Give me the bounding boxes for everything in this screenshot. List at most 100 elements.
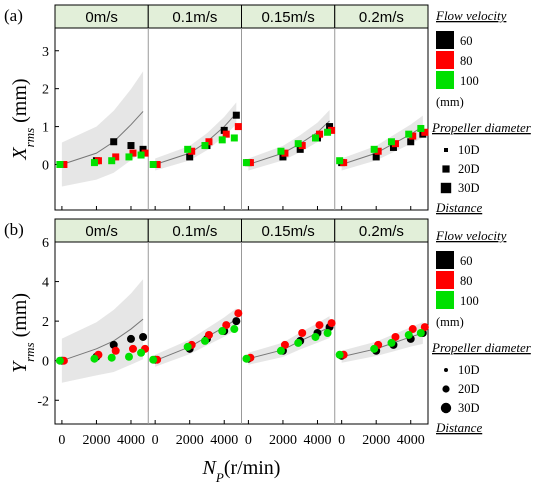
data-point: [232, 111, 240, 119]
data-point: [205, 138, 213, 146]
legend-label: 80: [460, 54, 473, 68]
x-tick-label: 4000: [303, 433, 331, 448]
data-point: [298, 142, 306, 150]
x-tick-label: 2000: [362, 433, 390, 448]
legend-unit: (mm): [436, 95, 464, 109]
data-point: [110, 138, 118, 146]
legend-size-marker: [444, 368, 448, 372]
y-tick-label: 6: [42, 236, 49, 251]
data-point: [230, 134, 238, 142]
y-tick-label: 3: [42, 45, 49, 60]
x-axis-label: NP(r/min): [202, 457, 281, 484]
data-point: [107, 353, 116, 362]
facet-label: 0.2m/s: [359, 223, 404, 240]
data-point: [277, 147, 285, 155]
data-point: [326, 123, 334, 131]
legend-swatch: [436, 251, 454, 269]
data-point: [328, 126, 336, 134]
confidence-band: [155, 102, 237, 171]
data-point: [204, 330, 213, 339]
legend-label: 80: [460, 274, 473, 288]
data-point: [184, 145, 192, 153]
data-point: [94, 157, 102, 165]
data-point: [298, 329, 307, 337]
legend-swatch: [436, 291, 454, 309]
data-point: [218, 136, 226, 144]
data-point: [294, 338, 303, 347]
confidence-band: [248, 316, 330, 365]
data-point: [112, 153, 120, 161]
x-tick-label: 4000: [117, 433, 145, 448]
legend-size-label: 30D: [458, 181, 480, 195]
x-tick-label: 2000: [176, 433, 204, 448]
data-point: [56, 161, 64, 168]
y-axis-label: Yrms (mm): [9, 293, 37, 373]
confidence-band: [248, 109, 330, 171]
facet-label: 0.15m/s: [261, 223, 314, 240]
data-point: [374, 147, 382, 155]
data-point: [407, 138, 415, 146]
x-tick-label: 4000: [397, 433, 425, 448]
data-point: [127, 142, 135, 150]
facet-label: 0m/s: [85, 223, 118, 240]
panel-a: 0m/s 0.1m/s 0.15m/s 0.2m/s 0 1 2 3 (a) Xrms (mm) F…: [4, 4, 532, 215]
data-point: [242, 159, 250, 167]
legend: Flow velocity 60 80 100 (mm) Propeller diamet…: [431, 8, 532, 215]
legend-size-label: 30D: [458, 401, 480, 415]
y-tick-label: 4: [42, 276, 49, 291]
legend-size-marker: [440, 182, 452, 194]
confidence-band: [61, 71, 144, 187]
x-tick-label: 0: [58, 433, 65, 448]
data-point: [232, 317, 241, 326]
data-point: [139, 145, 147, 153]
data-point: [141, 149, 149, 157]
facet-label: 0.2m/s: [359, 9, 404, 26]
data-point: [311, 332, 320, 341]
facet-label: 0.15m/s: [261, 9, 314, 26]
data-point: [336, 157, 344, 165]
data-point: [311, 134, 319, 142]
data-point: [242, 354, 251, 363]
data-point: [55, 356, 64, 365]
data-point: [387, 338, 396, 347]
data-point: [370, 145, 378, 153]
data-point: [222, 321, 231, 330]
confidence-band: [61, 279, 144, 383]
data-point: [416, 329, 425, 337]
legend-label: 60: [460, 34, 473, 48]
data-point: [315, 130, 323, 138]
data-point: [389, 143, 397, 151]
data-point: [404, 330, 413, 339]
data-point: [421, 128, 429, 136]
y-tick-label: 0: [42, 159, 49, 174]
legend-swatch: [436, 31, 454, 49]
data-point: [200, 336, 209, 345]
legend-flow-title: Flow velocity: [435, 228, 507, 243]
data-point: [234, 123, 242, 131]
y-tick-label: 0: [42, 355, 49, 370]
legend-flow-title: Flow velocity: [435, 8, 507, 23]
legend-size-label: 10D: [458, 143, 480, 157]
data-point: [370, 344, 379, 353]
data-point: [137, 348, 146, 357]
data-point: [323, 329, 332, 337]
legend-size-marker: [442, 385, 450, 393]
data-point: [391, 332, 400, 341]
data-point: [230, 325, 239, 334]
legend-size-label: 20D: [458, 382, 480, 396]
y-tick-label: 2: [42, 315, 49, 330]
legend-size-label: 10D: [458, 363, 480, 377]
x-tick-label: 2000: [269, 433, 297, 448]
data-point: [387, 138, 395, 146]
data-point: [149, 355, 158, 364]
data-point: [420, 323, 429, 332]
facet-label: 0m/s: [85, 9, 118, 26]
data-point: [60, 161, 68, 168]
data-point: [335, 350, 344, 359]
panel-label: (b): [4, 220, 24, 239]
data-point: [129, 149, 137, 157]
legend-swatch: [436, 271, 454, 289]
legend: Flow velocity 60 80 100 (mm) Propeller diamet…: [431, 228, 532, 435]
legend-prop-title: Propeller diameter: [431, 120, 532, 135]
legend-label: 100: [460, 294, 479, 308]
